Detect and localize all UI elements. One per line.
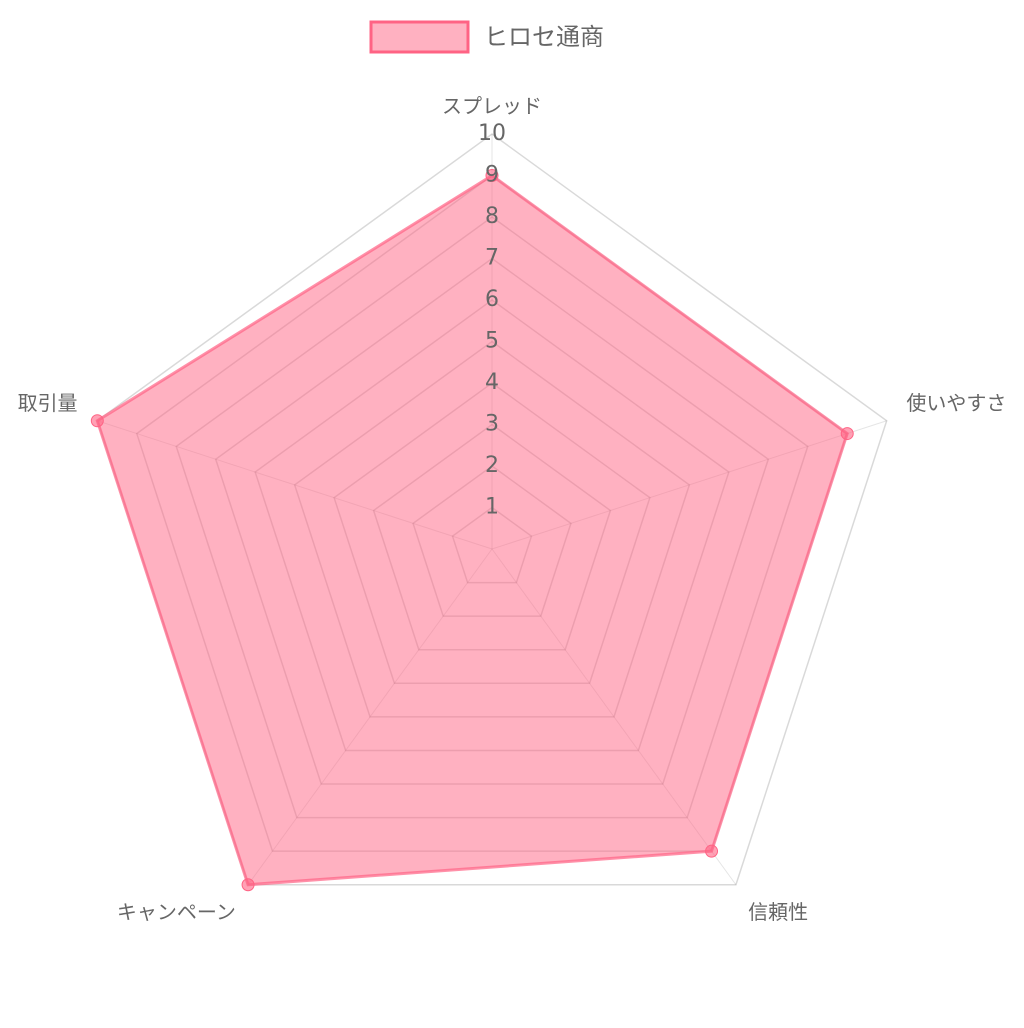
category-label: キャンペーン [117,900,236,924]
r-tick-label: 7 [485,246,499,271]
data-point [485,169,499,182]
radar-area [95,173,849,887]
data-point [90,414,104,428]
category-label: スプレッド [442,94,542,118]
r-tick-label: 6 [485,287,499,312]
r-tick-label: 10 [478,121,506,146]
r-tick-label: 2 [485,453,499,478]
category-label: 信頼性 [748,900,808,924]
r-tick-label: 4 [485,370,499,395]
data-point [241,878,255,892]
r-tick-label: 9 [485,163,499,188]
data-point [840,427,854,441]
category-label: 取引量 [18,391,78,415]
r-tick-label: 5 [485,329,499,354]
r-tick-label: 3 [485,412,499,437]
legend-label: ヒロセ通商 [484,23,604,51]
legend-swatch [369,20,470,54]
r-tick-label: 1 [485,495,499,520]
grid-line [96,133,888,886]
category-label: 使いやすさ [906,391,1006,415]
data-point [705,844,719,858]
r-tick-label: 8 [485,204,499,229]
